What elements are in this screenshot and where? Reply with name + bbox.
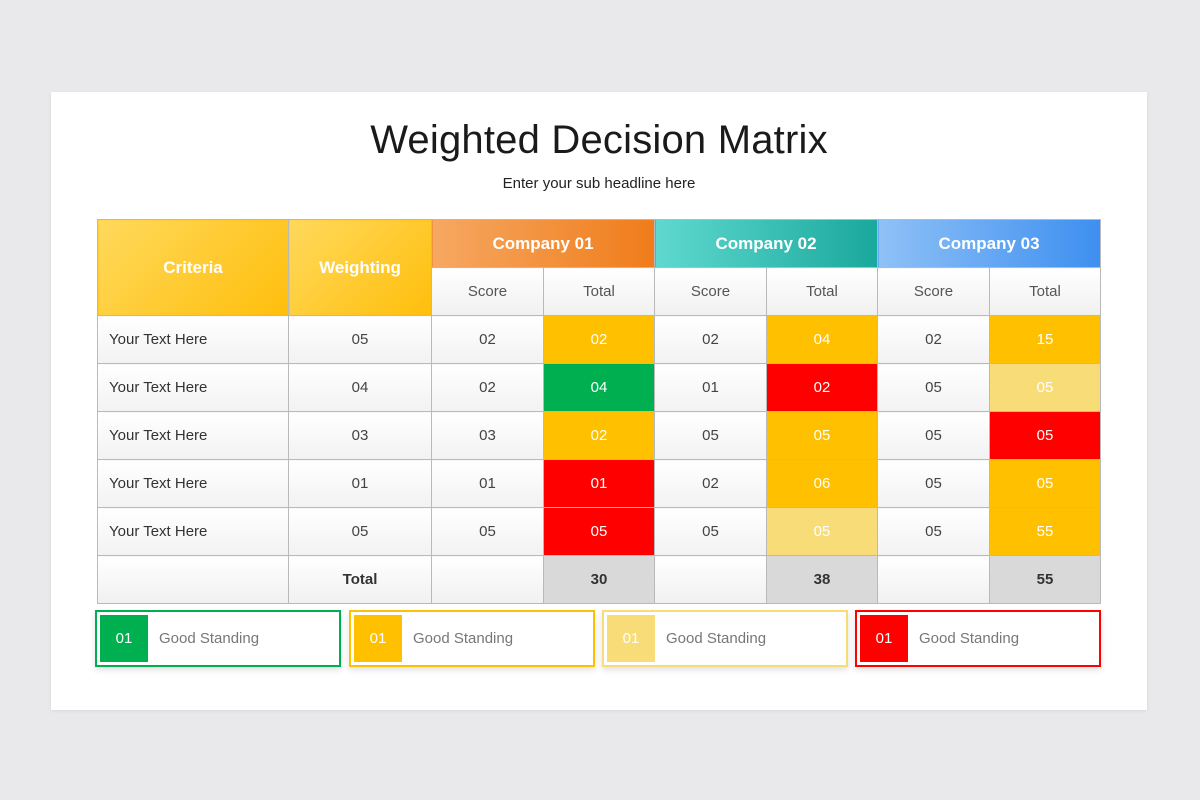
legend-label: Good Standing — [159, 630, 260, 647]
company-02-header: Company 02 — [654, 219, 878, 268]
company-02-total-cell: 05 — [766, 507, 878, 556]
page-title: Weighted Decision Matrix — [370, 118, 828, 162]
legend-swatch: 01 — [354, 615, 402, 662]
weighting-cell: 04 — [288, 363, 432, 412]
company-02-total-cell: 06 — [766, 459, 878, 508]
decision-matrix-table: Criteria Weighting Company 01 Company 02… — [97, 219, 1101, 604]
legend-label: Good Standing — [666, 630, 767, 647]
company-02-total-cell: 04 — [766, 315, 878, 364]
total-subheader: Total — [766, 267, 878, 316]
legend-item: 01 Good Standing — [602, 610, 848, 667]
table-row: Your Text Here 05 02 02 02 04 02 15 — [97, 315, 1101, 364]
company-03-grand-total: 55 — [989, 555, 1101, 604]
company-03-score-cell: 05 — [877, 459, 990, 508]
company-02-grand-total: 38 — [766, 555, 878, 604]
company-01-score-cell: 01 — [431, 459, 544, 508]
weighting-cell: 01 — [288, 459, 432, 508]
company-01-total-cell: 05 — [543, 507, 655, 556]
company-02-score-cell: 01 — [654, 363, 767, 412]
page-subtitle: Enter your sub headline here — [502, 175, 696, 192]
company-01-total-cell: 01 — [543, 459, 655, 508]
totals-empty-cell — [97, 555, 289, 604]
slide: Weighted Decision Matrix Enter your sub … — [51, 92, 1147, 710]
company-03-score-cell: 05 — [877, 363, 990, 412]
company-01-score-cell: 02 — [431, 363, 544, 412]
totals-label: Total — [288, 555, 432, 604]
company-02-total-cell: 05 — [766, 411, 878, 460]
company-03-total-cell: 05 — [989, 411, 1101, 460]
company-03-total-cell: 05 — [989, 363, 1101, 412]
criteria-cell: Your Text Here — [97, 459, 289, 508]
company-02-score-cell: 05 — [654, 411, 767, 460]
legend-swatch: 01 — [100, 615, 148, 662]
company-01-score-cell: 05 — [431, 507, 544, 556]
company-02-score-cell: 05 — [654, 507, 767, 556]
totals-empty-cell — [431, 555, 544, 604]
weighting-cell: 03 — [288, 411, 432, 460]
company-03-score-cell: 05 — [877, 411, 990, 460]
criteria-cell: Your Text Here — [97, 411, 289, 460]
company-03-total-cell: 15 — [989, 315, 1101, 364]
totals-empty-cell — [654, 555, 767, 604]
score-subheader: Score — [654, 267, 767, 316]
legend-label: Good Standing — [919, 630, 1020, 647]
company-01-score-cell: 02 — [431, 315, 544, 364]
score-subheader: Score — [877, 267, 990, 316]
legend-swatch: 01 — [860, 615, 908, 662]
company-03-header: Company 03 — [877, 219, 1101, 268]
weighting-header: Weighting — [288, 219, 432, 316]
total-subheader: Total — [543, 267, 655, 316]
table-row: Your Text Here 03 03 02 05 05 05 05 — [97, 411, 1101, 460]
table-row: Your Text Here 05 05 05 05 05 05 55 — [97, 507, 1101, 556]
totals-row: Total 30 38 55 — [97, 555, 1101, 604]
company-03-total-cell: 55 — [989, 507, 1101, 556]
company-02-score-cell: 02 — [654, 459, 767, 508]
legend-item: 01 Good Standing — [855, 610, 1101, 667]
table-row: Your Text Here 04 02 04 01 02 05 05 — [97, 363, 1101, 412]
legend-item: 01 Good Standing — [349, 610, 595, 667]
criteria-header: Criteria — [97, 219, 289, 316]
legend-item: 01 Good Standing — [95, 610, 341, 667]
criteria-cell: Your Text Here — [97, 315, 289, 364]
totals-empty-cell — [877, 555, 990, 604]
company-01-total-cell: 02 — [543, 411, 655, 460]
score-subheader: Score — [431, 267, 544, 316]
table-row: Your Text Here 01 01 01 02 06 05 05 — [97, 459, 1101, 508]
legend-swatch: 01 — [607, 615, 655, 662]
company-01-total-cell: 02 — [543, 315, 655, 364]
company-01-score-cell: 03 — [431, 411, 544, 460]
criteria-cell: Your Text Here — [97, 363, 289, 412]
criteria-cell: Your Text Here — [97, 507, 289, 556]
company-02-total-cell: 02 — [766, 363, 878, 412]
total-subheader: Total — [989, 267, 1101, 316]
weighting-cell: 05 — [288, 315, 432, 364]
company-01-total-cell: 04 — [543, 363, 655, 412]
company-03-score-cell: 02 — [877, 315, 990, 364]
legend-label: Good Standing — [413, 630, 514, 647]
company-03-total-cell: 05 — [989, 459, 1101, 508]
company-02-score-cell: 02 — [654, 315, 767, 364]
weighting-cell: 05 — [288, 507, 432, 556]
company-01-grand-total: 30 — [543, 555, 655, 604]
company-03-score-cell: 05 — [877, 507, 990, 556]
company-01-header: Company 01 — [431, 219, 655, 268]
